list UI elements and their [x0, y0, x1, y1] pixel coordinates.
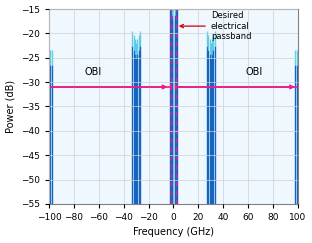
Text: OBI: OBI: [84, 67, 101, 77]
Text: Desired
electrical
passband: Desired electrical passband: [180, 11, 251, 41]
Y-axis label: Power (dB): Power (dB): [6, 80, 16, 133]
X-axis label: Frequency (GHz): Frequency (GHz): [133, 227, 214, 237]
Text: OBI: OBI: [246, 67, 263, 77]
